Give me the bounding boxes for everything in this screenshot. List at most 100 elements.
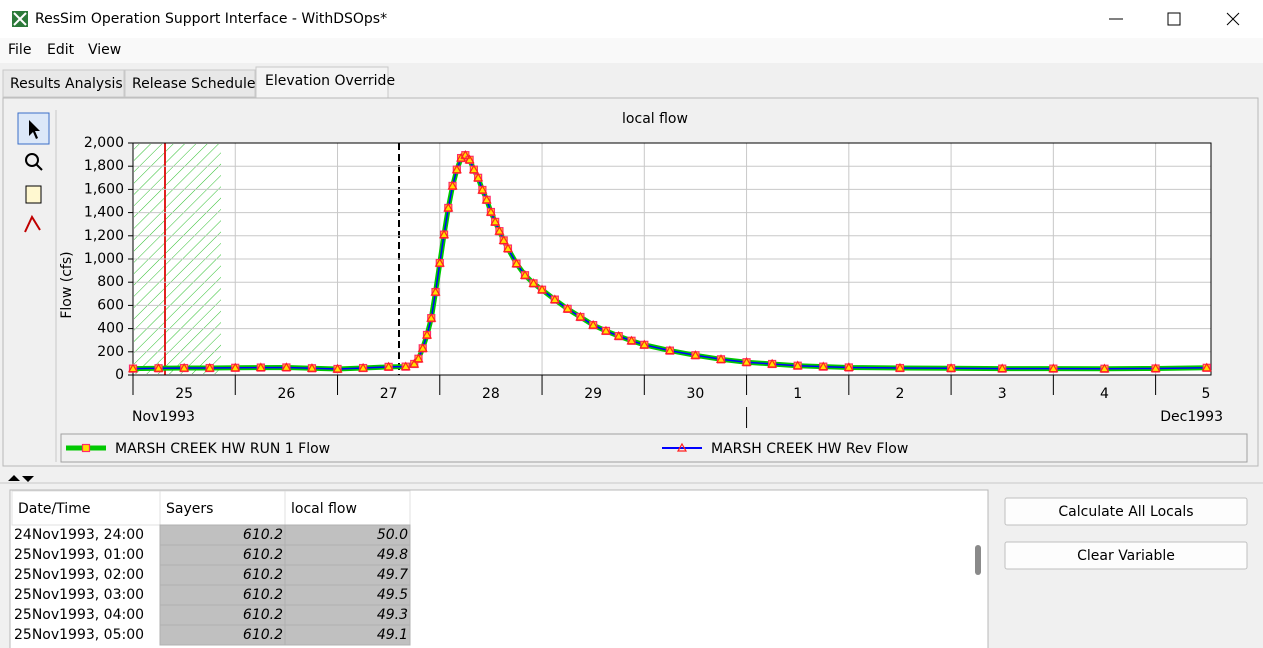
- y-tick-label: 800: [97, 274, 124, 290]
- marker: [460, 149, 471, 159]
- marker: [464, 154, 475, 164]
- plot-frame: [132, 142, 1212, 376]
- marker: [511, 258, 522, 268]
- table-cell-text: 610.2: [243, 627, 283, 643]
- marker: [894, 362, 905, 372]
- marker: [332, 363, 343, 373]
- y-tick-label: 200: [97, 344, 124, 360]
- x-tick-label: 5: [1202, 386, 1211, 402]
- tab[interactable]: [2, 69, 125, 98]
- table-cell-text: 25Nov1993, 02:00: [14, 567, 144, 583]
- marker: [575, 311, 586, 321]
- tab[interactable]: [124, 69, 256, 98]
- marker: [1099, 363, 1110, 373]
- marker: [421, 329, 433, 339]
- marker: [434, 257, 445, 267]
- x-tick-label: 28: [482, 386, 500, 402]
- x-tick-label: 25: [175, 386, 193, 402]
- maximize-button[interactable]: [1167, 12, 1181, 26]
- marker: [498, 235, 509, 245]
- button[interactable]: [1004, 497, 1248, 526]
- point-icon: [24, 214, 41, 233]
- marker: [494, 225, 505, 235]
- y-tick-label: 1,200: [84, 228, 124, 244]
- tab-selected[interactable]: [255, 66, 389, 99]
- marker: [451, 164, 462, 174]
- table-cell-text: 49.7: [377, 567, 408, 583]
- table-cell-text: 49.3: [377, 607, 408, 623]
- y-axis-label: Flow (cfs): [59, 251, 75, 318]
- marker: [358, 362, 369, 372]
- marker: [946, 363, 957, 372]
- marker: [588, 319, 599, 329]
- marker: [204, 362, 215, 372]
- table-cell-text: 25Nov1993, 04:00: [14, 607, 144, 623]
- x-group-label: Nov1993: [132, 409, 195, 425]
- x-tick-label: 27: [380, 386, 398, 402]
- marker: [549, 294, 560, 304]
- marker: [1201, 362, 1212, 372]
- x-tick-label: 4: [1100, 386, 1109, 402]
- x-tick-label: 26: [277, 386, 295, 402]
- window-title: ResSim Operation Support Interface - Wit…: [35, 11, 387, 27]
- marker: [843, 362, 854, 372]
- table-cell-text: 610.2: [243, 567, 283, 583]
- title-bar: [0, 0, 1263, 38]
- button-label[interactable]: Calculate All Locals: [1058, 504, 1193, 520]
- marker: [1150, 363, 1161, 373]
- marker: [409, 358, 420, 368]
- button-label[interactable]: Clear Variable: [1077, 548, 1175, 564]
- legend-label: MARSH CREEK HW RUN 1 Flow: [115, 441, 330, 457]
- close-button[interactable]: [1226, 12, 1240, 26]
- marker: [997, 363, 1008, 373]
- menu-item[interactable]: View: [88, 42, 121, 58]
- point-tool[interactable]: [19, 210, 49, 239]
- edit-icon: [25, 185, 42, 204]
- marker: [179, 362, 190, 372]
- table-cell-text: 49.8: [377, 547, 408, 563]
- marker: [447, 180, 458, 190]
- select-icon: [29, 120, 40, 139]
- marker: [818, 361, 829, 371]
- menu-item[interactable]: File: [8, 42, 31, 58]
- menu-item[interactable]: Edit: [47, 42, 75, 58]
- button[interactable]: [1004, 541, 1248, 570]
- marker: [81, 443, 91, 453]
- scrollbar-thumb[interactable]: [975, 545, 981, 575]
- marker: [639, 339, 650, 349]
- marker: [613, 330, 624, 340]
- y-tick-label: 1,600: [84, 181, 124, 197]
- legend: [60, 433, 1248, 463]
- y-tick-label: 1,000: [84, 251, 124, 267]
- marker: [477, 184, 488, 194]
- marker: [485, 206, 496, 216]
- table-cell-text: 610.2: [243, 587, 283, 603]
- marker: [400, 361, 411, 371]
- x-group-label: Dec1993: [1160, 409, 1223, 425]
- tab-label[interactable]: Release Schedule: [132, 76, 255, 92]
- marker: [255, 362, 266, 372]
- marker: [281, 362, 292, 372]
- marker: [430, 286, 441, 296]
- marker: [537, 284, 548, 294]
- marker: [1048, 363, 1059, 373]
- table-cell-text: 610.2: [243, 607, 283, 623]
- marker: [715, 354, 727, 363]
- table-cell-text: 25Nov1993, 05:00: [14, 627, 144, 643]
- table-cell-text: 25Nov1993, 03:00: [14, 587, 144, 603]
- table-cell-text: 50.0: [377, 527, 408, 543]
- zoom-tool[interactable]: [19, 148, 49, 177]
- tab-label[interactable]: Results Analysis: [10, 76, 123, 92]
- marker: [767, 358, 778, 368]
- y-tick-label: 2,000: [84, 135, 124, 151]
- table-header[interactable]: local flow: [291, 501, 357, 517]
- zoom-icon-handle: [35, 163, 43, 171]
- table-header-cell: [284, 490, 411, 526]
- splitter-arrows[interactable]: [8, 475, 34, 482]
- marker: [600, 325, 611, 335]
- table-header[interactable]: Sayers: [166, 501, 213, 517]
- y-tick-label: 1,800: [84, 158, 124, 174]
- table-header[interactable]: Date/Time: [18, 501, 90, 517]
- tab-label[interactable]: Elevation Override: [265, 73, 395, 89]
